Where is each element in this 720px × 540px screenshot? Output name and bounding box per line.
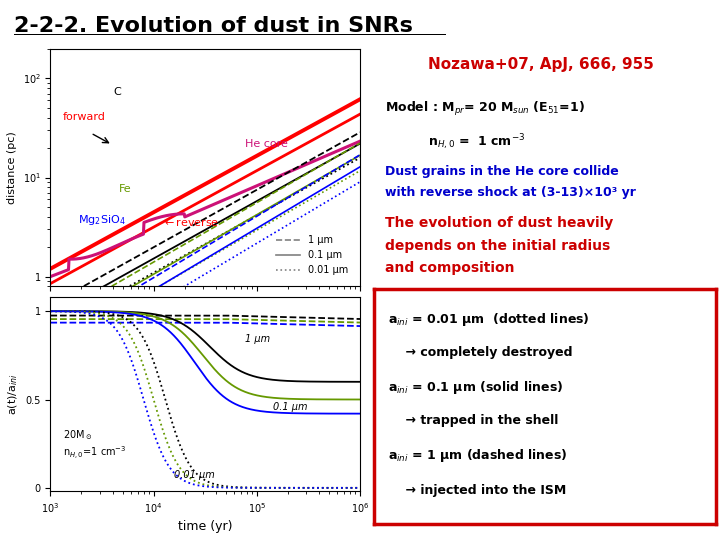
Text: 2-2-2. Evolution of dust in SNRs: 2-2-2. Evolution of dust in SNRs [14, 16, 413, 36]
Text: a$_{ini}$ = 1 μm (dashed lines): a$_{ini}$ = 1 μm (dashed lines) [388, 447, 567, 464]
Text: $\leftarrow$reverse: $\leftarrow$reverse [162, 217, 219, 228]
Text: Fe: Fe [119, 184, 131, 194]
Text: depends on the initial radius: depends on the initial radius [385, 239, 611, 253]
Text: → completely destroyed: → completely destroyed [388, 346, 572, 359]
Text: a$_{ini}$ = 0.1 μm (solid lines): a$_{ini}$ = 0.1 μm (solid lines) [388, 379, 563, 396]
Legend: 1 μm, 0.1 μm, 0.01 μm: 1 μm, 0.1 μm, 0.01 μm [272, 232, 352, 279]
Text: 0.01 μm: 0.01 μm [174, 470, 215, 480]
Text: Nozawa+07, ApJ, 666, 955: Nozawa+07, ApJ, 666, 955 [428, 57, 654, 72]
Text: The evolution of dust heavily: The evolution of dust heavily [385, 216, 613, 230]
Text: n$_{H,0}$ =  1 cm$^{-3}$: n$_{H,0}$ = 1 cm$^{-3}$ [428, 132, 526, 152]
Text: He core: He core [246, 139, 288, 149]
Text: 0.1 μm: 0.1 μm [274, 402, 308, 412]
Text: Dust grains in the He core collide: Dust grains in the He core collide [385, 165, 619, 178]
Text: a$_{ini}$ = 0.01 μm  (dotted lines): a$_{ini}$ = 0.01 μm (dotted lines) [388, 311, 590, 328]
Y-axis label: distance (pc): distance (pc) [7, 131, 17, 204]
Text: Model : M$_{pr}$= 20 M$_{sun}$ (E$_{51}$=1): Model : M$_{pr}$= 20 M$_{sun}$ (E$_{51}$… [385, 100, 585, 118]
Text: forward: forward [63, 112, 106, 122]
Text: Mg$_2$SiO$_4$: Mg$_2$SiO$_4$ [78, 213, 126, 227]
Text: → injected into the ISM: → injected into the ISM [388, 484, 567, 497]
Text: 20M$_\odot$
n$_{H,0}$=1 cm$^{-3}$: 20M$_\odot$ n$_{H,0}$=1 cm$^{-3}$ [63, 428, 126, 461]
Text: → trapped in the shell: → trapped in the shell [388, 414, 559, 427]
Text: with reverse shock at (3-13)×10³ yr: with reverse shock at (3-13)×10³ yr [385, 186, 636, 199]
Y-axis label: a(t)/a$_{ini}$: a(t)/a$_{ini}$ [6, 373, 19, 415]
X-axis label: time (yr): time (yr) [178, 521, 233, 534]
Text: C: C [114, 87, 122, 97]
Text: 1 μm: 1 μm [246, 334, 271, 344]
Text: and composition: and composition [385, 261, 515, 275]
